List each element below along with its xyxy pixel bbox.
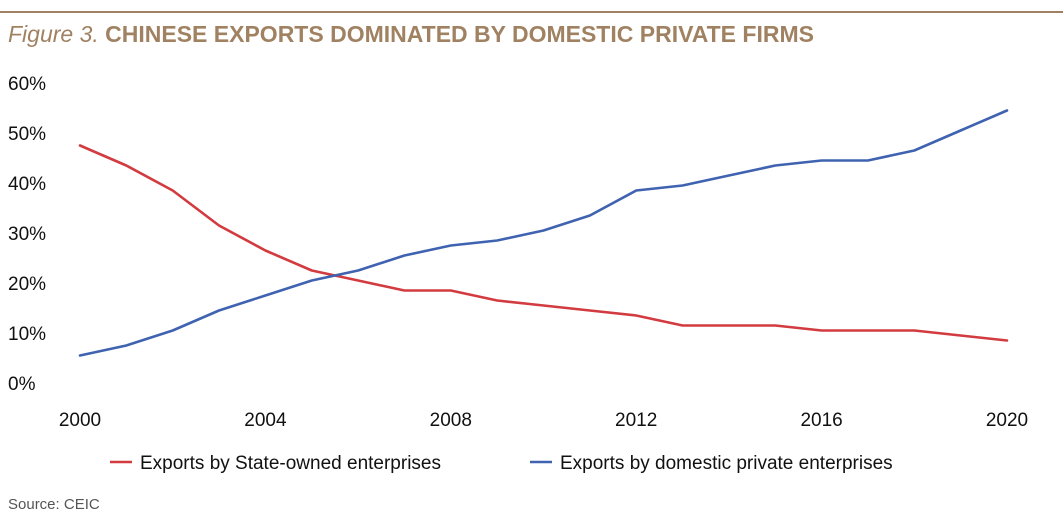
series-lines bbox=[78, 109, 1009, 357]
chart-title: Figure 3. CHINESE EXPORTS DOMINATED BY D… bbox=[8, 21, 814, 48]
soe-exports-line bbox=[78, 144, 1009, 342]
y-tick-label: 30% bbox=[8, 224, 46, 245]
x-tick-label: 2000 bbox=[59, 410, 101, 431]
legend-label: Exports by domestic private enterprises bbox=[560, 453, 893, 474]
figure-number: Figure 3. bbox=[8, 21, 99, 47]
y-tick-label: 0% bbox=[8, 374, 36, 395]
x-tick-label: 2012 bbox=[615, 410, 657, 431]
x-axis-ticks: 2000 2004 2008 2012 2016 2020 bbox=[59, 410, 1028, 431]
private-exports-line bbox=[78, 109, 1009, 357]
y-tick-label: 40% bbox=[8, 174, 46, 195]
legend-label: Exports by State-owned enterprises bbox=[140, 453, 441, 474]
top-rule bbox=[0, 11, 1063, 13]
y-tick-label: 20% bbox=[8, 274, 46, 295]
title-text: CHINESE EXPORTS DOMINATED BY DOMESTIC PR… bbox=[105, 21, 814, 47]
y-tick-label: 10% bbox=[8, 324, 46, 345]
x-tick-label: 2016 bbox=[800, 410, 842, 431]
y-tick-label: 60% bbox=[8, 74, 46, 95]
x-tick-label: 2004 bbox=[244, 410, 287, 431]
x-tick-label: 2008 bbox=[430, 410, 472, 431]
legend: Exports by State-owned enterprises Export… bbox=[110, 453, 893, 474]
source-note: Source: CEIC bbox=[8, 496, 100, 513]
y-axis-ticks: 0% 10% 20% 30% 40% 50% 60% bbox=[8, 74, 46, 395]
y-tick-label: 50% bbox=[8, 124, 46, 145]
x-tick-label: 2020 bbox=[986, 410, 1028, 431]
